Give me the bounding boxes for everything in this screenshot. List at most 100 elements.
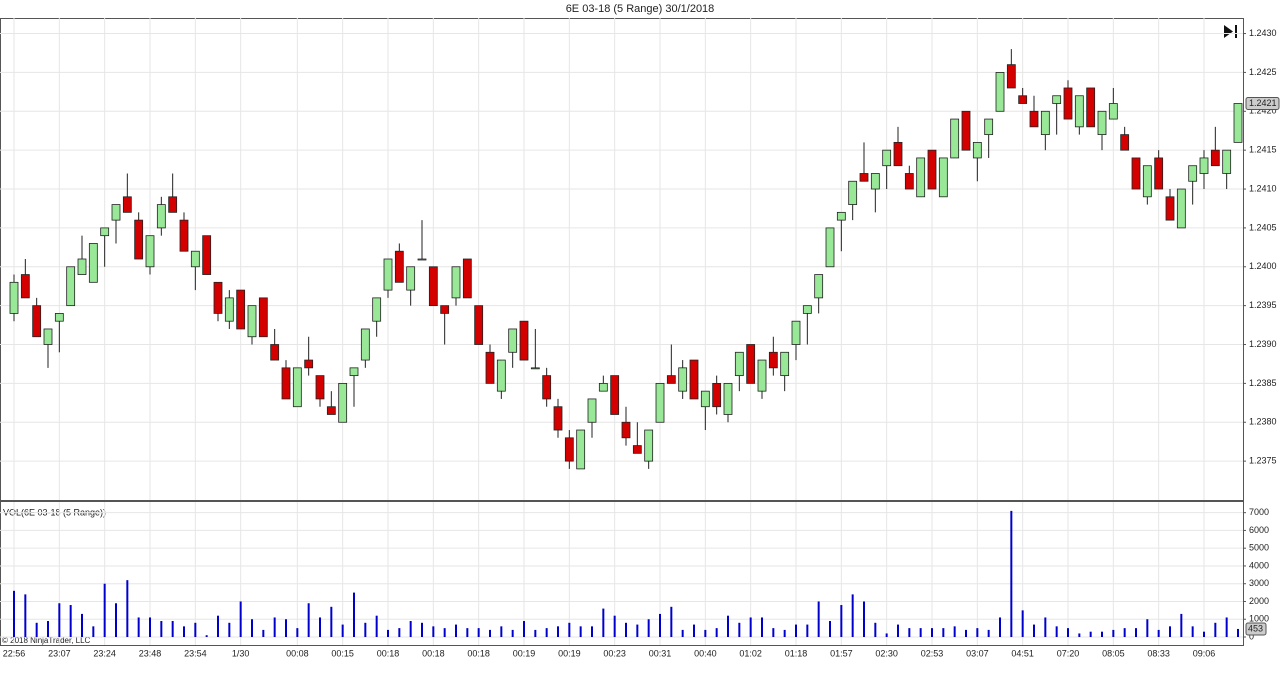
- candle-body: [440, 305, 450, 314]
- candle-body: [281, 367, 291, 400]
- volume-bar: [511, 629, 514, 638]
- volume-bar: [103, 583, 106, 638]
- y-tick-label: 1.2420: [1249, 106, 1277, 116]
- x-tick-label: 00:15: [331, 648, 354, 658]
- candle-body: [587, 398, 597, 423]
- candle-body: [995, 72, 1005, 112]
- candle-body: [43, 328, 53, 345]
- volume-bar: [1203, 631, 1205, 638]
- candle-body: [474, 305, 484, 345]
- x-tick-label: 02:30: [875, 648, 898, 658]
- volume-bar: [307, 603, 310, 638]
- y-tick-label: 4000: [1249, 560, 1269, 570]
- volume-bar: [409, 621, 412, 638]
- volume-bar: [1169, 626, 1171, 638]
- x-tick-label: 23:07: [48, 648, 71, 658]
- candle-body: [247, 305, 257, 338]
- candle-body: [1222, 149, 1232, 174]
- volume-bar: [840, 605, 843, 638]
- candle-body: [304, 359, 314, 369]
- x-tick-label: 08:33: [1147, 648, 1170, 658]
- volume-bar: [171, 621, 174, 638]
- candle-body: [678, 367, 688, 392]
- candle-body: [417, 258, 427, 261]
- volume-bar: [330, 606, 333, 638]
- volume-bar: [545, 628, 548, 638]
- y-tick-label: 1.2425: [1249, 67, 1277, 77]
- candle-body: [780, 351, 790, 377]
- volume-bar: [273, 617, 276, 638]
- volume-bar: [239, 601, 242, 638]
- candle-body: [338, 382, 348, 423]
- price-panel: [0, 18, 1244, 501]
- volume-bar: [262, 629, 265, 638]
- volume-bar: [149, 617, 151, 638]
- volume-bar: [659, 613, 661, 638]
- candle-body: [145, 235, 155, 268]
- y-tick-label: 1.2405: [1249, 222, 1277, 232]
- volume-bar: [183, 626, 185, 638]
- volume-bar: [727, 615, 729, 638]
- candle-body: [519, 320, 529, 361]
- volume-bar: [1146, 619, 1149, 638]
- volume-bar: [1055, 626, 1058, 638]
- volume-bar: [636, 624, 639, 638]
- candle-body: [814, 274, 824, 299]
- candle-body: [768, 351, 778, 369]
- candle-body: [462, 258, 472, 299]
- volume-bar: [92, 626, 95, 638]
- candle-body: [32, 305, 42, 338]
- candle-body: [428, 266, 438, 307]
- candle-body: [383, 258, 393, 291]
- x-tick-label: 01:18: [785, 648, 808, 658]
- candle-body: [700, 390, 710, 408]
- candle-body: [1188, 165, 1198, 182]
- y-tick-label: 6000: [1249, 525, 1269, 535]
- volume-bar: [885, 633, 888, 638]
- candle-body: [54, 313, 64, 322]
- volume-bar: [987, 629, 990, 638]
- candle-body: [576, 429, 586, 470]
- volume-bar: [364, 622, 367, 638]
- x-tick-label: 22:56: [3, 648, 26, 658]
- candle-body: [213, 281, 223, 314]
- volume-bar: [489, 629, 491, 638]
- candle-body: [100, 227, 110, 237]
- y-tick-label: 1.2390: [1249, 339, 1277, 349]
- volume-bar: [251, 619, 253, 638]
- volume-bar: [285, 619, 287, 638]
- volume-bar: [432, 626, 435, 638]
- volume-bar: [160, 621, 163, 638]
- candle-body: [1018, 95, 1028, 104]
- candle-body: [598, 382, 608, 392]
- volume-bar: [715, 628, 718, 638]
- volume-bar: [817, 601, 820, 638]
- volume-bar: [1123, 628, 1126, 638]
- candle-body: [961, 110, 971, 151]
- volume-bar: [217, 615, 219, 638]
- volume-bar: [874, 622, 877, 638]
- scroll-end-button[interactable]: [1224, 25, 1237, 38]
- candle-body: [1006, 64, 1016, 89]
- x-tick-label: 00:19: [513, 648, 536, 658]
- x-tick-label: 01:57: [830, 648, 853, 658]
- x-tick-label: 04:51: [1011, 648, 1034, 658]
- candle-body: [1120, 134, 1130, 151]
- last-volume-label: 453: [1248, 623, 1263, 633]
- volume-bar: [115, 603, 117, 638]
- volume-bar: [1021, 610, 1024, 638]
- candle-body: [179, 219, 189, 252]
- volume-bar: [35, 622, 38, 638]
- volume-bar: [557, 626, 559, 638]
- x-tick-label: 00:18: [377, 648, 400, 658]
- volume-bar: [24, 594, 27, 638]
- x-tick-label: 07:20: [1057, 648, 1080, 658]
- candle-body: [972, 141, 982, 159]
- volume-bar: [1237, 628, 1239, 638]
- candle-body: [689, 359, 699, 400]
- x-tick-label: 01:02: [739, 648, 762, 658]
- volume-bar: [863, 601, 865, 638]
- volume-bar: [1089, 631, 1092, 638]
- volume-bar: [387, 629, 389, 638]
- candle-body: [394, 250, 404, 283]
